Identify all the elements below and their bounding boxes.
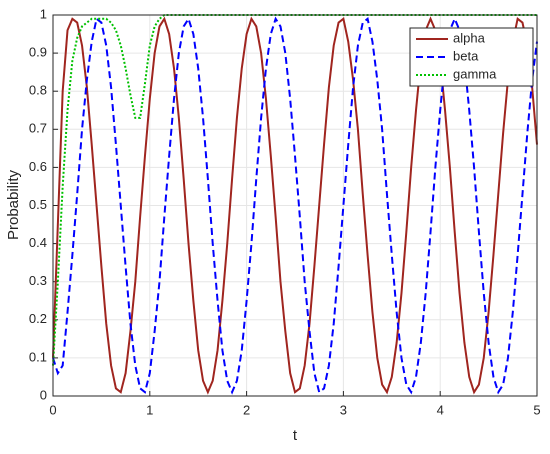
y-tick-label: 0.3 — [29, 273, 47, 288]
legend-label: gamma — [453, 66, 497, 81]
x-tick-label: 1 — [146, 402, 153, 417]
legend-label: beta — [453, 48, 479, 63]
plot-frame — [52, 14, 538, 397]
x-axis-label: t — [293, 427, 298, 444]
y-tick-label: 0.9 — [29, 45, 47, 60]
legend-label: alpha — [453, 30, 486, 45]
y-tick-label: 0.8 — [29, 83, 47, 98]
x-tick-label: 4 — [437, 402, 444, 417]
y-tick-label: 0.4 — [29, 235, 47, 250]
y-tick-label: 0.7 — [29, 121, 47, 136]
line-series — [52, 16, 538, 395]
x-tick-label: 2 — [243, 402, 250, 417]
y-tick-label: 0.5 — [29, 197, 47, 212]
y-tick-label: 0.6 — [29, 159, 47, 174]
x-tick-label: 5 — [533, 402, 540, 417]
y-tick-label: 0.2 — [29, 311, 47, 326]
y-tick-label: 1 — [40, 6, 47, 21]
x-tick-label: 3 — [340, 402, 347, 417]
y-tick-label: 0 — [40, 387, 47, 402]
x-tick-label: 0 — [49, 402, 56, 417]
y-tick-label: 0.1 — [29, 349, 47, 364]
line-series — [52, 16, 538, 395]
y-axis-label: Probability — [5, 169, 22, 240]
